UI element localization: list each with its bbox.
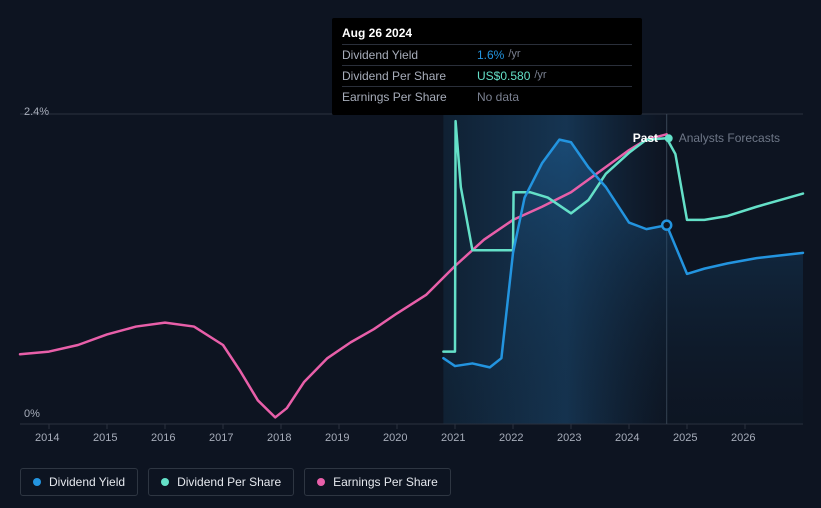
y-axis-min-label: 0%	[24, 408, 40, 420]
chart-tooltip: Aug 26 2024 Dividend Yield1.6%/yrDividen…	[332, 18, 642, 115]
x-axis-tick-label: 2025	[673, 432, 697, 444]
legend: Dividend Yield Dividend Per Share Earnin…	[20, 468, 451, 496]
x-axis-tick-label: 2015	[93, 432, 117, 444]
legend-item-dividend-yield[interactable]: Dividend Yield	[20, 468, 138, 496]
forecast-label: Analysts Forecasts	[679, 131, 780, 145]
x-axis-tick-label: 2014	[35, 432, 59, 444]
tooltip-row: Dividend Per ShareUS$0.580/yr	[342, 65, 632, 86]
legend-dot-icon	[161, 478, 169, 486]
x-axis-tick-label: 2022	[499, 432, 523, 444]
dividend-chart-container: { "chart": { "width": 821, "height": 508…	[0, 0, 821, 508]
x-axis-tick-label: 2026	[731, 432, 755, 444]
legend-item-dividend-per-share[interactable]: Dividend Per Share	[148, 468, 294, 496]
x-axis-tick-label: 2020	[383, 432, 407, 444]
legend-label: Dividend Per Share	[177, 475, 281, 489]
past-label: Past	[633, 131, 658, 145]
x-axis-tick-label: 2021	[441, 432, 465, 444]
x-axis-tick-label: 2019	[325, 432, 349, 444]
legend-dot-icon	[33, 478, 41, 486]
x-axis-tick-label: 2016	[151, 432, 175, 444]
x-axis-tick-label: 2017	[209, 432, 233, 444]
y-axis-max-label: 2.4%	[24, 106, 49, 118]
legend-item-earnings-per-share[interactable]: Earnings Per Share	[304, 468, 451, 496]
x-axis-tick-label: 2018	[267, 432, 291, 444]
tooltip-date: Aug 26 2024	[342, 26, 632, 40]
tooltip-row: Dividend Yield1.6%/yr	[342, 44, 632, 65]
legend-dot-icon	[317, 478, 325, 486]
legend-label: Earnings Per Share	[333, 475, 438, 489]
tooltip-row: Earnings Per ShareNo data	[342, 86, 632, 107]
x-axis-tick-label: 2023	[557, 432, 581, 444]
x-axis-tick-label: 2024	[615, 432, 639, 444]
legend-label: Dividend Yield	[49, 475, 125, 489]
